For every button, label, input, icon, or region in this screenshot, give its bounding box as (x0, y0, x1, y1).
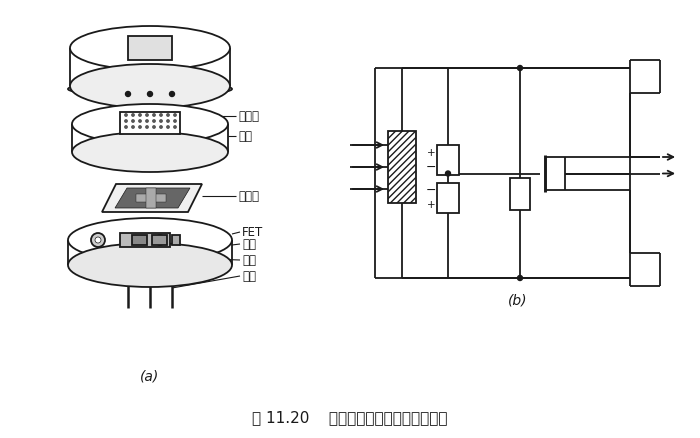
Circle shape (139, 114, 141, 116)
Text: 管座: 管座 (242, 237, 256, 251)
Text: −: − (426, 161, 436, 174)
Circle shape (146, 114, 148, 116)
Circle shape (132, 126, 134, 128)
Circle shape (517, 66, 522, 71)
Circle shape (174, 114, 176, 116)
Text: 敏感元: 敏感元 (238, 190, 259, 202)
Circle shape (132, 120, 134, 122)
Circle shape (167, 120, 169, 122)
Bar (172, 235, 180, 245)
Ellipse shape (72, 104, 228, 144)
Text: −: − (426, 184, 436, 197)
Circle shape (139, 120, 141, 122)
Circle shape (125, 114, 127, 116)
Text: 图 11.20    热释电人体红外传感器的结构: 图 11.20 热释电人体红外传感器的结构 (252, 410, 448, 425)
Circle shape (132, 114, 134, 116)
Circle shape (167, 114, 169, 116)
Ellipse shape (70, 26, 230, 70)
Bar (152, 235, 167, 245)
Text: +: + (427, 201, 435, 211)
Bar (146, 188, 156, 208)
Circle shape (160, 114, 162, 116)
Circle shape (174, 120, 176, 122)
Text: 高阻: 高阻 (242, 254, 256, 266)
Bar (510, 178, 530, 210)
Circle shape (167, 126, 169, 128)
Bar (437, 183, 459, 213)
Bar (388, 131, 416, 203)
Text: 管帽: 管帽 (238, 130, 252, 142)
Ellipse shape (68, 218, 232, 262)
Circle shape (517, 276, 522, 280)
Bar (132, 235, 147, 245)
Circle shape (139, 126, 141, 128)
Text: FET: FET (242, 226, 263, 239)
Bar (128, 36, 172, 60)
Text: 引线: 引线 (242, 269, 256, 283)
Circle shape (125, 92, 130, 96)
Bar (120, 112, 180, 134)
Circle shape (160, 126, 162, 128)
Ellipse shape (70, 64, 230, 108)
Text: (b): (b) (508, 293, 527, 307)
Circle shape (95, 237, 101, 243)
Circle shape (155, 235, 165, 245)
Ellipse shape (68, 82, 232, 96)
Circle shape (445, 171, 451, 176)
Circle shape (146, 120, 148, 122)
Circle shape (148, 92, 153, 96)
Circle shape (146, 126, 148, 128)
Text: +: + (427, 148, 435, 158)
Circle shape (153, 120, 155, 122)
Circle shape (153, 126, 155, 128)
Ellipse shape (68, 243, 232, 287)
Polygon shape (115, 188, 190, 208)
Circle shape (153, 114, 155, 116)
Bar (437, 145, 459, 175)
Ellipse shape (72, 132, 228, 172)
Circle shape (125, 126, 127, 128)
Text: 滤光片: 滤光片 (238, 110, 259, 123)
Circle shape (91, 233, 105, 247)
Circle shape (169, 92, 174, 96)
Bar (120, 233, 170, 247)
Bar (136, 194, 166, 202)
Polygon shape (102, 184, 202, 212)
Circle shape (174, 126, 176, 128)
Circle shape (160, 120, 162, 122)
Circle shape (125, 120, 127, 122)
Text: (a): (a) (141, 369, 160, 383)
